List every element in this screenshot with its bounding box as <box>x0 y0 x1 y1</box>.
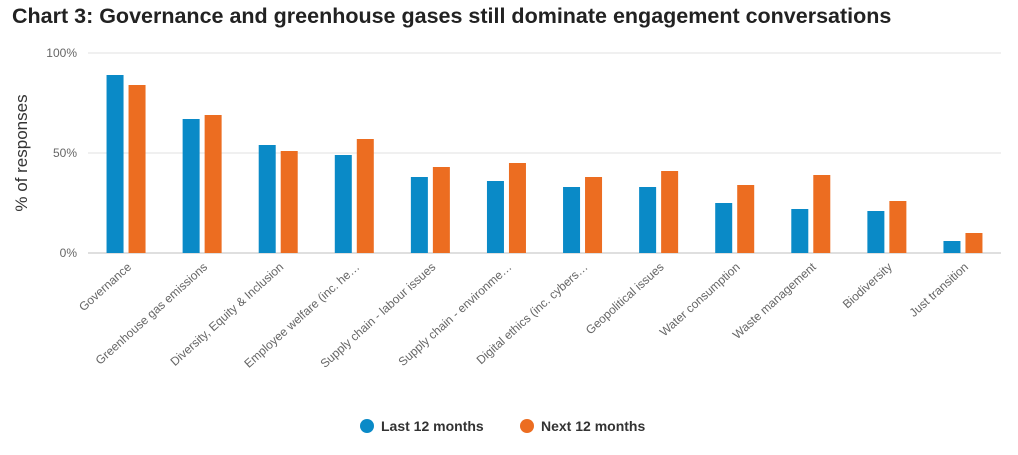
bar-next-12-months <box>737 185 755 253</box>
bar-last-12-months <box>867 211 885 253</box>
bar-next-12-months <box>661 171 679 253</box>
x-tick-label: Biodiversity <box>840 260 895 311</box>
bar-last-12-months <box>410 177 428 253</box>
bar-next-12-months <box>813 175 831 253</box>
bar-next-12-months <box>585 177 603 253</box>
legend-label: Next 12 months <box>541 418 645 434</box>
bar-last-12-months <box>334 155 352 253</box>
bar-last-12-months <box>563 187 581 253</box>
y-axis-label: % of responses <box>12 94 31 211</box>
bar-last-12-months <box>106 75 124 253</box>
x-tick-label: Geopolitical issues <box>583 260 667 337</box>
x-tick-label: Governance <box>76 260 134 314</box>
y-tick-label: 0% <box>60 246 78 260</box>
bar-next-12-months <box>204 115 222 253</box>
legend-marker <box>520 419 534 433</box>
bar-next-12-months <box>128 85 146 253</box>
y-tick-label: 50% <box>53 146 77 160</box>
x-tick-label: Waste management <box>730 259 819 341</box>
bar-last-12-months <box>791 209 809 253</box>
bar-next-12-months <box>508 163 526 253</box>
bar-last-12-months <box>486 181 504 253</box>
bar-next-12-months <box>356 139 374 253</box>
bar-last-12-months <box>258 145 276 253</box>
bar-next-12-months <box>432 167 450 253</box>
bar-last-12-months <box>715 203 733 253</box>
x-tick-label: Water consumption <box>657 260 743 339</box>
bar-next-12-months <box>965 233 983 253</box>
y-tick-label: 100% <box>46 46 77 60</box>
bar-last-12-months <box>943 241 961 253</box>
bar-next-12-months <box>889 201 907 253</box>
bar-last-12-months <box>639 187 657 253</box>
chart-title: Chart 3: Governance and greenhouse gases… <box>12 4 892 28</box>
x-tick-label: Just transition <box>907 260 971 320</box>
legend-label: Last 12 months <box>381 418 484 434</box>
legend-marker <box>360 419 374 433</box>
bar-last-12-months <box>182 119 200 253</box>
bar-next-12-months <box>280 151 298 253</box>
